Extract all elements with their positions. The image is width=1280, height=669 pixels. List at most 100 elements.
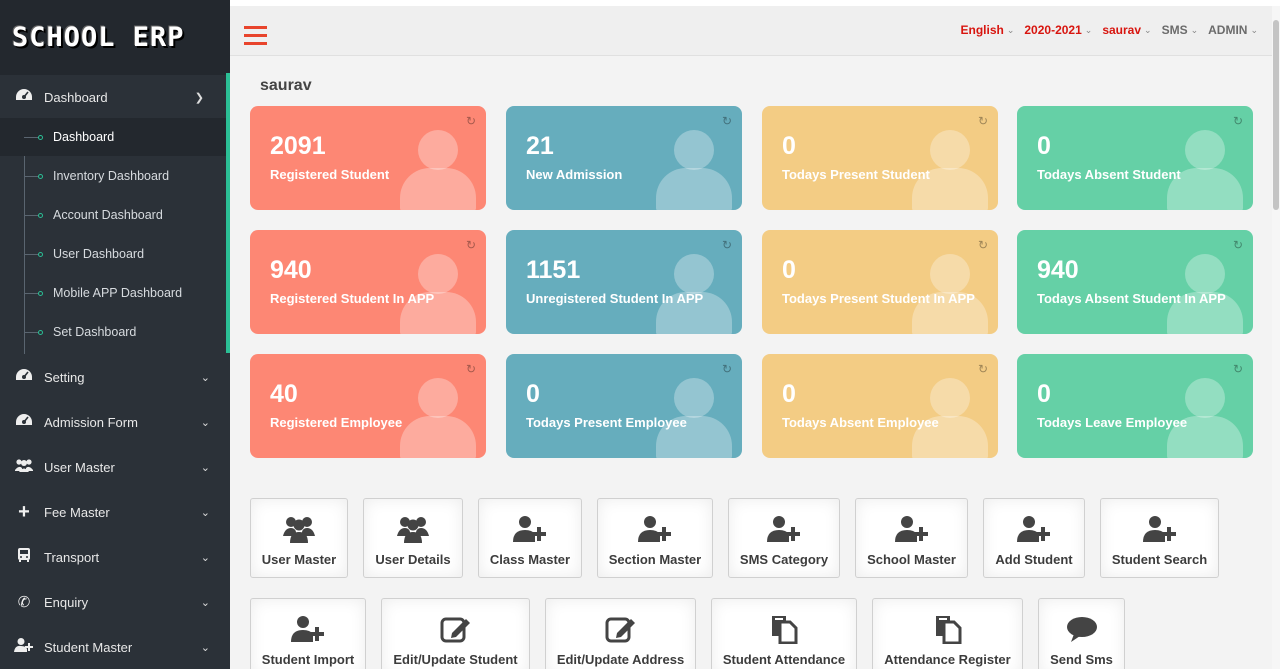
header-bar: English ⌄ 2020-2021 ⌄ saurav ⌄ SMS ⌄ ADMIN ⌄	[230, 6, 1272, 56]
users-icon	[14, 457, 34, 477]
quick-link-button[interactable]: Edit/Update Address	[545, 598, 696, 669]
stat-card[interactable]: ↻ 0 Todays Absent Student	[1017, 106, 1253, 210]
quick-link-label: Attendance Register	[884, 652, 1011, 667]
quick-link-button[interactable]: School Master	[855, 498, 968, 578]
quick-link-button[interactable]: Student Search	[1100, 498, 1219, 578]
user-add-icon	[290, 614, 326, 644]
scrollbar[interactable]	[1272, 6, 1280, 669]
stat-card[interactable]: ↻ 21 New Admission	[506, 106, 742, 210]
stat-card[interactable]: ↻ 940 Todays Absent Student In APP	[1017, 230, 1253, 334]
quick-link-button[interactable]: Student Import	[250, 598, 366, 669]
quick-link-button[interactable]: Student Attendance	[711, 598, 857, 669]
stat-label: Unregistered Student In APP	[526, 291, 704, 306]
refresh-icon[interactable]: ↻	[977, 114, 988, 128]
refresh-icon[interactable]: ↻	[1232, 362, 1243, 376]
quick-link-label: User Master	[261, 552, 337, 567]
sidebar-item-setting[interactable]: Setting ⌄	[0, 360, 226, 394]
user-dropdown[interactable]: saurav ⌄	[1102, 23, 1152, 37]
stat-label: Registered Student In APP	[270, 291, 435, 306]
stat-value: 0	[1037, 380, 1051, 408]
stat-card[interactable]: ↻ 0 Todays Leave Employee	[1017, 354, 1253, 458]
sidebar-sub-mobile-app-dashboard[interactable]: Mobile APP Dashboard	[0, 274, 226, 312]
quick-link-button[interactable]: Edit/Update Student	[381, 598, 530, 669]
sidebar-item-fee-master[interactable]: + Fee Master ⌄	[0, 495, 226, 529]
sidebar-sub-dashboard[interactable]: Dashboard	[0, 118, 226, 156]
stat-label: Todays Absent Employee	[782, 415, 939, 430]
sidebar-sub-account-dashboard[interactable]: Account Dashboard	[0, 196, 226, 234]
users-icon	[282, 514, 316, 544]
refresh-icon[interactable]: ↻	[721, 238, 732, 252]
sidebar-item-student-master[interactable]: Student Master ⌄	[0, 630, 226, 664]
refresh-icon[interactable]: ↻	[465, 362, 476, 376]
scrollbar-thumb[interactable]	[1273, 20, 1279, 210]
stat-value: 0	[782, 380, 796, 408]
stat-label: New Admission	[526, 167, 623, 182]
user-add-icon	[766, 514, 802, 544]
quick-link-label: School Master	[867, 552, 956, 567]
stat-card[interactable]: ↻ 940 Registered Student In APP	[250, 230, 486, 334]
stat-value: 0	[526, 380, 540, 408]
role-dropdown[interactable]: ADMIN ⌄	[1208, 23, 1258, 37]
page-title: saurav	[260, 77, 312, 94]
edit-icon	[605, 614, 637, 644]
refresh-icon[interactable]: ↻	[977, 238, 988, 252]
sidebar-item-transport[interactable]: Transport ⌄	[0, 540, 226, 574]
sidebar-sub-inventory-dashboard[interactable]: Inventory Dashboard	[0, 157, 226, 195]
chevron-down-icon: ⌄	[1084, 24, 1093, 35]
hamburger-menu-icon[interactable]	[244, 26, 267, 50]
quick-link-label: Edit/Update Student	[393, 652, 518, 667]
user-add-icon	[637, 514, 673, 544]
quick-link-button[interactable]: Add Student	[983, 498, 1085, 578]
quick-link-button[interactable]: Attendance Register	[872, 598, 1023, 669]
quick-link-label: Edit/Update Address	[556, 652, 685, 667]
language-dropdown[interactable]: English ⌄	[960, 23, 1015, 37]
stat-card[interactable]: ↻ 2091 Registered Student	[250, 106, 486, 210]
user-icon	[912, 376, 988, 458]
sms-dropdown[interactable]: SMS ⌄	[1161, 23, 1199, 37]
quick-link-label: Send Sms	[1050, 652, 1113, 667]
refresh-icon[interactable]: ↻	[721, 362, 732, 376]
sidebar-item-enquiry[interactable]: ✆ Enquiry ⌄	[0, 585, 226, 619]
user-icon	[1167, 252, 1243, 334]
quick-link-button[interactable]: SMS Category	[728, 498, 840, 578]
stat-label: Todays Absent Student In APP	[1037, 291, 1226, 306]
stat-card[interactable]: ↻ 0 Todays Present Employee	[506, 354, 742, 458]
user-icon	[400, 252, 476, 334]
quick-link-button[interactable]: Section Master	[597, 498, 713, 578]
user-icon	[656, 252, 732, 334]
sidebar-sub-user-dashboard[interactable]: User Dashboard	[0, 235, 226, 273]
refresh-icon[interactable]: ↻	[465, 114, 476, 128]
sidebar-item-dashboard[interactable]: Dashboard ❯	[0, 80, 226, 114]
sidebar-item-admission-form[interactable]: Admission Form ⌄	[0, 405, 226, 439]
user-add-icon	[1142, 514, 1178, 544]
quick-link-button[interactable]: Class Master	[478, 498, 582, 578]
quick-link-button[interactable]: User Master	[250, 498, 348, 578]
sidebar-sub-set-dashboard[interactable]: Set Dashboard	[0, 313, 226, 351]
brand-logo[interactable]: SCHOOL ERP	[0, 0, 230, 75]
stat-value: 0	[782, 256, 796, 284]
stat-value: 0	[1037, 132, 1051, 160]
chevron-down-icon: ❯	[194, 91, 204, 104]
chevron-down-icon: ⌄	[200, 596, 210, 609]
quick-link-button[interactable]: User Details	[363, 498, 463, 578]
chat-icon	[1066, 614, 1098, 644]
stat-card[interactable]: ↻ 1151 Unregistered Student In APP	[506, 230, 742, 334]
stat-card[interactable]: ↻ 0 Todays Present Student	[762, 106, 998, 210]
refresh-icon[interactable]: ↻	[721, 114, 732, 128]
quick-link-button[interactable]: Send Sms	[1038, 598, 1125, 669]
stat-card[interactable]: ↻ 0 Todays Absent Employee	[762, 354, 998, 458]
session-dropdown[interactable]: 2020-2021 ⌄	[1024, 23, 1093, 37]
chevron-down-icon: ⌄	[1006, 24, 1015, 35]
stat-card[interactable]: ↻ 0 Todays Present Student In APP	[762, 230, 998, 334]
refresh-icon[interactable]: ↻	[977, 362, 988, 376]
chevron-down-icon: ⌄	[200, 641, 210, 654]
sidebar-item-user-master[interactable]: User Master ⌄	[0, 450, 226, 484]
user-icon	[656, 376, 732, 458]
refresh-icon[interactable]: ↻	[465, 238, 476, 252]
chevron-down-icon: ⌄	[200, 461, 210, 474]
refresh-icon[interactable]: ↻	[1232, 114, 1243, 128]
stat-card[interactable]: ↻ 40 Registered Employee	[250, 354, 486, 458]
user-icon	[912, 252, 988, 334]
refresh-icon[interactable]: ↻	[1232, 238, 1243, 252]
stat-label: Registered Student	[270, 167, 390, 182]
